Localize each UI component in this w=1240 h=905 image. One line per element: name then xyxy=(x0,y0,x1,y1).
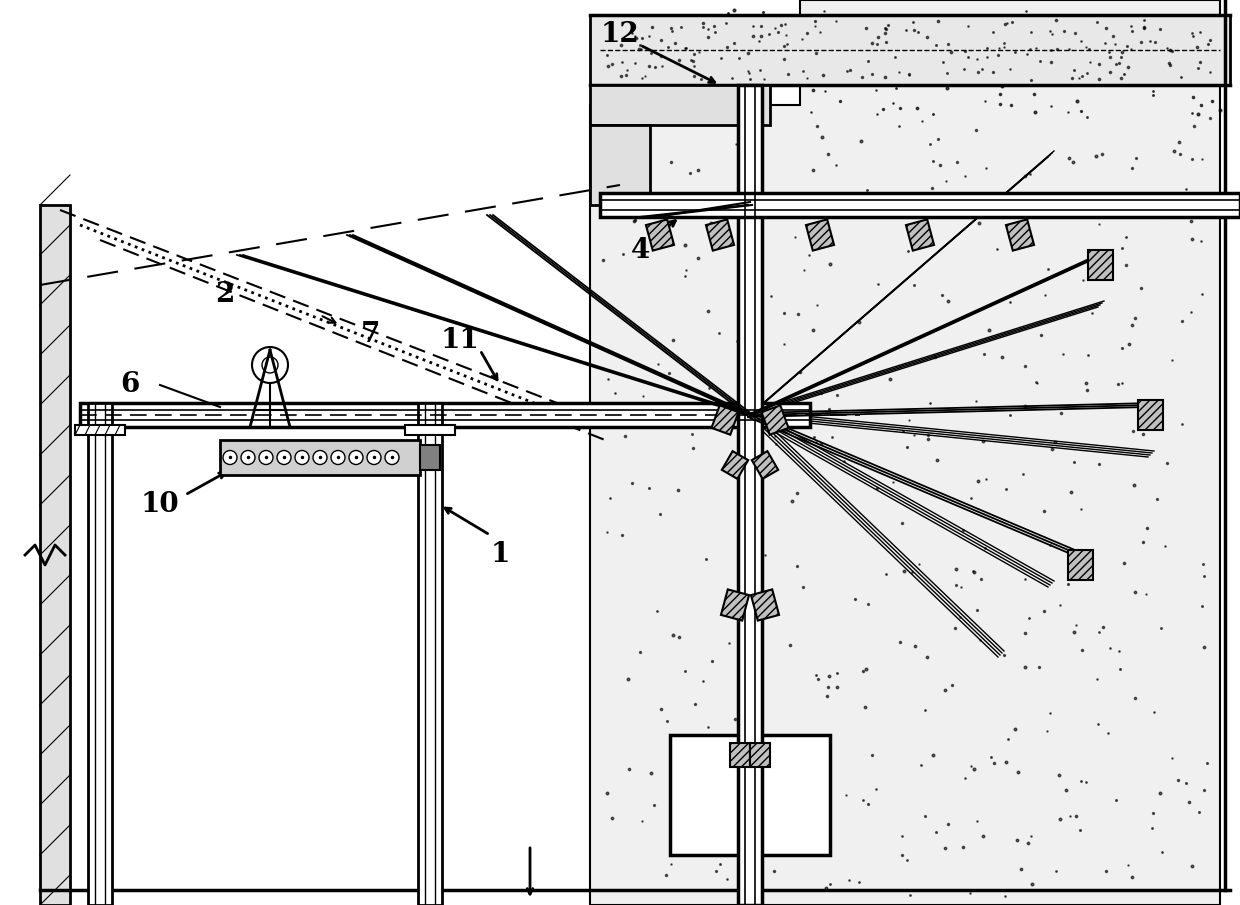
Bar xyxy=(600,193,1240,217)
Polygon shape xyxy=(806,219,835,251)
Circle shape xyxy=(277,451,291,464)
Circle shape xyxy=(384,451,399,464)
Circle shape xyxy=(259,451,273,464)
Bar xyxy=(405,425,455,435)
Circle shape xyxy=(348,451,363,464)
Polygon shape xyxy=(906,219,934,251)
Circle shape xyxy=(331,451,345,464)
Polygon shape xyxy=(1137,400,1163,430)
Bar xyxy=(590,85,770,125)
Polygon shape xyxy=(722,452,748,479)
Bar xyxy=(420,445,440,470)
Text: 4: 4 xyxy=(630,236,650,263)
Circle shape xyxy=(312,451,327,464)
Circle shape xyxy=(295,451,309,464)
Bar xyxy=(81,403,810,427)
Bar xyxy=(74,425,125,435)
Polygon shape xyxy=(706,219,734,251)
Text: 7: 7 xyxy=(361,321,379,348)
Polygon shape xyxy=(730,743,750,767)
Bar xyxy=(88,403,112,905)
Text: 12: 12 xyxy=(600,22,640,49)
Polygon shape xyxy=(590,0,1220,905)
Bar xyxy=(670,735,830,855)
Bar xyxy=(219,440,420,475)
Bar xyxy=(590,125,650,205)
Polygon shape xyxy=(751,589,779,621)
Bar xyxy=(418,403,441,905)
Polygon shape xyxy=(646,219,675,251)
Text: 11: 11 xyxy=(440,327,480,354)
Text: 1: 1 xyxy=(490,541,510,568)
Circle shape xyxy=(241,451,255,464)
Circle shape xyxy=(223,451,237,464)
Polygon shape xyxy=(1006,219,1034,251)
Bar xyxy=(590,15,1230,85)
Circle shape xyxy=(367,451,381,464)
Text: 6: 6 xyxy=(120,371,140,398)
Polygon shape xyxy=(1068,550,1092,580)
Text: 2: 2 xyxy=(216,281,234,309)
Polygon shape xyxy=(761,405,789,434)
Text: 10: 10 xyxy=(140,491,180,519)
Polygon shape xyxy=(750,743,770,767)
Bar xyxy=(40,205,69,905)
Polygon shape xyxy=(751,452,779,479)
Polygon shape xyxy=(1087,250,1112,280)
Polygon shape xyxy=(720,589,749,621)
Bar xyxy=(738,85,763,905)
Polygon shape xyxy=(712,405,739,434)
